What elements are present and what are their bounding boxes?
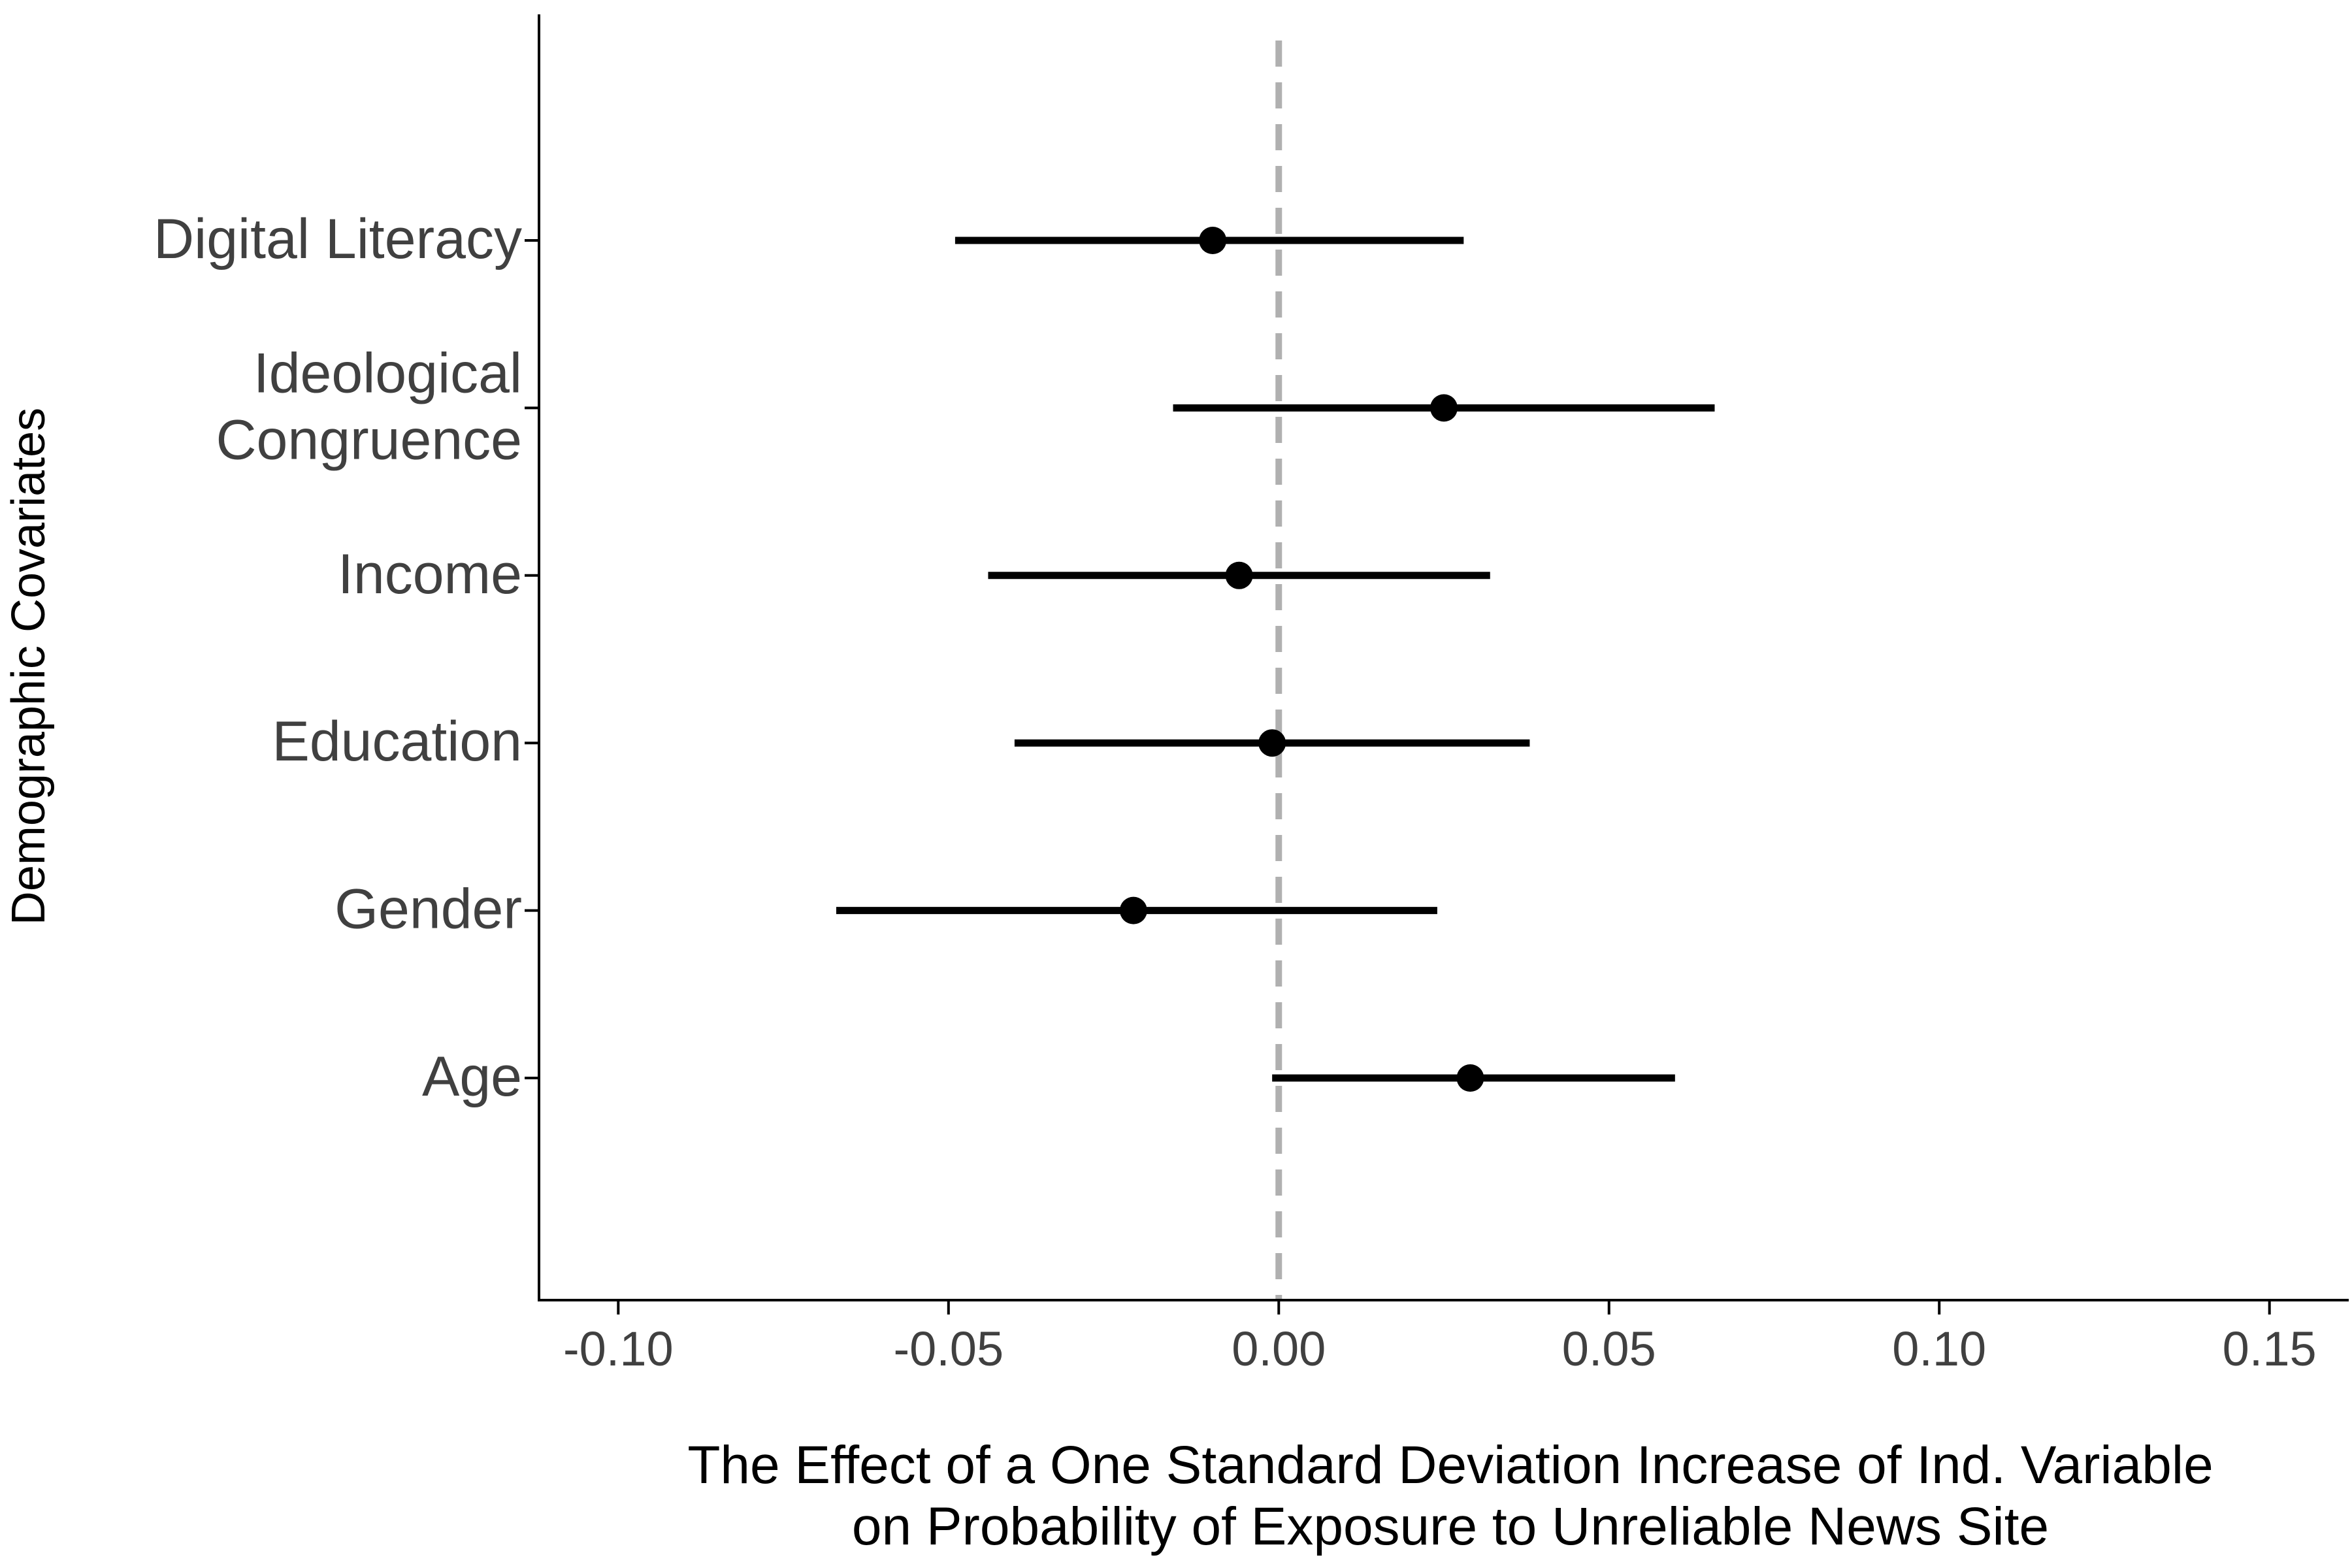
y-axis-title: Demographic Covariates bbox=[3, 408, 55, 925]
x-axis: -0.10 -0.05 0.00 0.05 0.10 0.15 bbox=[538, 1299, 2349, 1376]
point-estimate bbox=[1199, 227, 1227, 254]
y-tick-label: Gender bbox=[335, 878, 522, 941]
point-estimate bbox=[1225, 561, 1253, 589]
y-tick-label: Age bbox=[422, 1045, 522, 1108]
point-estimate bbox=[1258, 729, 1286, 757]
x-tick-label: -0.10 bbox=[563, 1322, 674, 1376]
x-tick-label: 0.10 bbox=[1892, 1322, 1986, 1376]
x-axis-title: The Effect of a One Standard Deviation I… bbox=[687, 1435, 2213, 1556]
y-tick-label: Income bbox=[338, 543, 522, 606]
y-tick-label: Ideological Congruence bbox=[216, 342, 522, 471]
y-axis: Age Gender Education Income Ideological Congr… bbox=[154, 14, 540, 1301]
plot-area bbox=[836, 41, 1715, 1300]
y-tick-label: Education bbox=[272, 710, 522, 773]
x-tick-label: 0.05 bbox=[1562, 1322, 1656, 1376]
x-tick-label: -0.05 bbox=[893, 1322, 1004, 1376]
point-estimate bbox=[1430, 394, 1458, 422]
x-tick-label: 0.15 bbox=[2223, 1322, 2317, 1376]
point-estimate bbox=[1456, 1064, 1484, 1092]
x-tick-label: 0.00 bbox=[1232, 1322, 1326, 1376]
point-estimate bbox=[1119, 896, 1147, 924]
y-tick-label: Digital Literacy bbox=[154, 208, 522, 270]
